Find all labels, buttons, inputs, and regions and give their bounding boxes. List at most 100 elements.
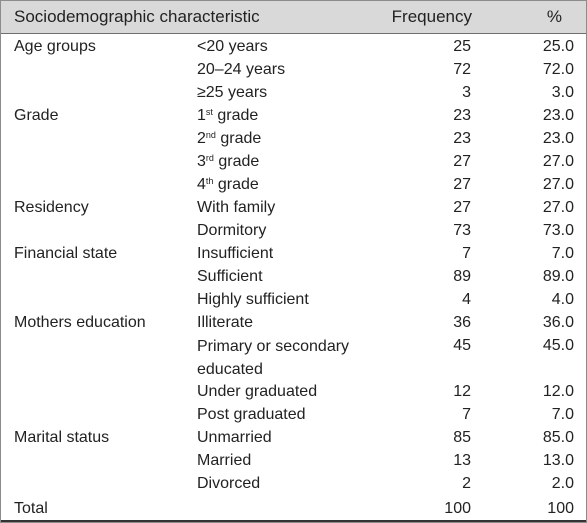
category-label: Marital status <box>14 429 110 446</box>
table-row: Grade 1st grade 23 23.0 <box>1 104 586 127</box>
grade-word: grade <box>213 176 259 193</box>
ordinal-number: 3 <box>197 153 206 170</box>
total-label: Total <box>14 500 48 517</box>
frequency-value: 45 <box>453 337 471 354</box>
percent-value: 2.0 <box>551 475 574 492</box>
header-frequency: Frequency <box>391 7 472 26</box>
frequency-value: 89 <box>453 268 471 285</box>
total-row: Total 100 100 <box>1 497 586 521</box>
subcategory-label: Insufficient <box>197 245 274 262</box>
frequency-value: 72 <box>453 61 471 78</box>
table-row: Marital status Unmarried 85 85.0 <box>1 426 586 449</box>
percent-value: 4.0 <box>551 291 574 308</box>
frequency-value: 2 <box>462 475 471 492</box>
percent-value: 27.0 <box>542 153 574 170</box>
subcategory-label: Divorced <box>197 475 261 492</box>
table-row: Dormitory 73 73.0 <box>1 219 586 242</box>
ordinal-number: 2 <box>197 130 206 147</box>
table-row: ≥25 years 3 3.0 <box>1 81 586 104</box>
table-row: 20–24 years 72 72.0 <box>1 58 586 81</box>
frequency-value: 23 <box>453 107 471 124</box>
frequency-value: 7 <box>462 406 471 423</box>
percent-value: 45.0 <box>542 337 574 354</box>
subcategory-label: Post graduated <box>197 406 306 423</box>
header-characteristic: Sociodemographic characteristic <box>14 7 260 26</box>
header-percent: % <box>546 7 562 26</box>
frequency-value: 13 <box>453 452 471 469</box>
percent-value: 7.0 <box>551 406 574 423</box>
percent-value: 7.0 <box>551 245 574 262</box>
frequency-value: 27 <box>453 199 471 216</box>
subcategory-label: Sufficient <box>197 268 263 285</box>
table-row: 3rd grade 27 27.0 <box>1 150 586 173</box>
ordinal-suffix: th <box>205 176 214 186</box>
ordinal-suffix: st <box>205 107 213 117</box>
category-label: Mothers education <box>14 314 146 331</box>
bottom-rule <box>1 520 586 522</box>
subcategory-label: 1st grade <box>197 106 258 126</box>
table-row: Sufficient 89 89.0 <box>1 265 586 288</box>
percent-value: 27.0 <box>542 176 574 193</box>
ordinal-suffix: rd <box>205 153 214 163</box>
percent-value: 27.0 <box>542 199 574 216</box>
frequency-value: 27 <box>453 153 471 170</box>
grade-word: grade <box>213 153 260 170</box>
percent-value: 85.0 <box>542 429 574 446</box>
grade-word: grade <box>212 107 259 124</box>
label-line-1: Primary or secondary <box>197 338 350 355</box>
subcategory-label: Illiterate <box>197 314 254 331</box>
subcategory-label: 20–24 years <box>197 61 286 78</box>
frequency-value: 27 <box>453 176 471 193</box>
percent-value: 73.0 <box>542 222 574 239</box>
subcategory-label: Primary or secondary educated <box>197 335 349 381</box>
category-label: Age groups <box>14 38 96 55</box>
table-row: Under graduated 12 12.0 <box>1 380 586 403</box>
subcategory-label: Highly sufficient <box>197 291 309 308</box>
label-line-2: educated <box>197 361 263 378</box>
ordinal-suffix: nd <box>205 130 216 140</box>
frequency-value: 3 <box>462 84 471 101</box>
ordinal-number: 4 <box>197 176 206 193</box>
table-row: Post graduated 7 7.0 <box>1 403 586 426</box>
table-row: 4th grade 27 27.0 <box>1 173 586 196</box>
subcategory-label: Unmarried <box>197 429 272 446</box>
frequency-value: 25 <box>453 38 471 55</box>
percent-value: 23.0 <box>542 107 574 124</box>
table-row: Married 13 13.0 <box>1 449 586 472</box>
frequency-value: 23 <box>453 130 471 147</box>
subcategory-label: Married <box>197 452 252 469</box>
table-row: Highly sufficient 4 4.0 <box>1 288 586 311</box>
total-percent: 100 <box>547 500 574 517</box>
table-row: Divorced 2 2.0 <box>1 472 586 495</box>
percent-value: 3.0 <box>551 84 574 101</box>
grade-word: grade <box>215 130 262 147</box>
table-row: Primary or secondary educated 45 45.0 <box>1 334 586 380</box>
category-label: Grade <box>14 107 59 124</box>
table-row: Mothers education Illiterate 36 36.0 <box>1 311 586 334</box>
subcategory-label: 3rd grade <box>197 152 259 172</box>
subcategory-label: ≥25 years <box>197 84 268 101</box>
percent-value: 36.0 <box>542 314 574 331</box>
table-body: Age groups <20 years 25 25.0 20–24 years… <box>1 35 586 495</box>
subcategory-label: <20 years <box>197 38 268 55</box>
frequency-value: 7 <box>462 245 471 262</box>
frequency-value: 4 <box>462 291 471 308</box>
subcategory-label: Dormitory <box>197 222 267 239</box>
subcategory-label: With family <box>197 199 276 216</box>
subcategory-label: 2nd grade <box>197 129 261 149</box>
ordinal-number: 1 <box>197 107 206 124</box>
percent-value: 72.0 <box>542 61 574 78</box>
category-label: Residency <box>14 199 89 216</box>
subcategory-label: 4th grade <box>197 175 259 195</box>
table-row: Age groups <20 years 25 25.0 <box>1 35 586 58</box>
table-row: 2nd grade 23 23.0 <box>1 127 586 150</box>
frequency-value: 73 <box>453 222 471 239</box>
total-frequency: 100 <box>444 500 471 517</box>
frequency-value: 36 <box>453 314 471 331</box>
percent-value: 25.0 <box>542 38 574 55</box>
category-label: Financial state <box>14 245 118 262</box>
frequency-value: 85 <box>453 429 471 446</box>
percent-value: 12.0 <box>542 383 574 400</box>
percent-value: 13.0 <box>542 452 574 469</box>
